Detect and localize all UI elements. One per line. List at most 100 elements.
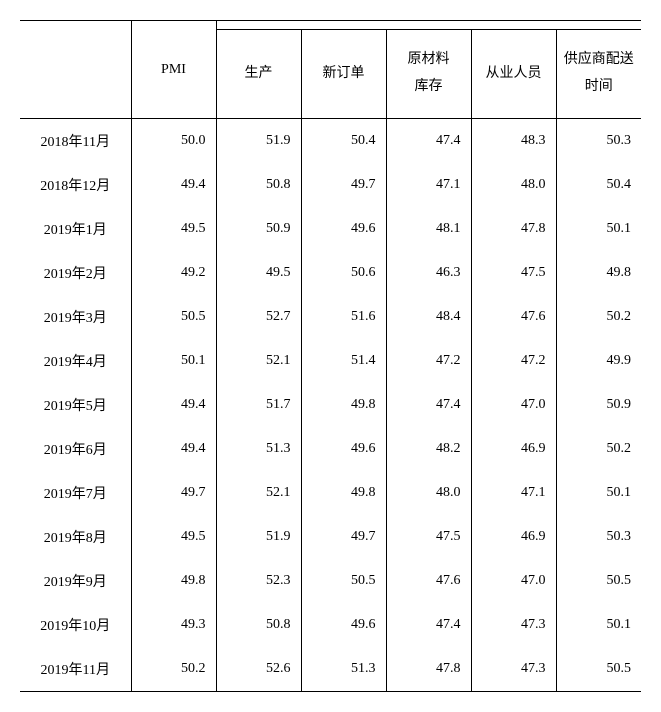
cell-value: 49.7	[131, 471, 216, 515]
cell-value: 50.2	[556, 427, 641, 471]
table-row: 2019年1月49.550.949.648.147.850.1	[20, 207, 641, 251]
cell-period: 2019年2月	[20, 251, 131, 295]
cell-value: 46.3	[386, 251, 471, 295]
cell-value: 49.4	[131, 163, 216, 207]
cell-value: 51.3	[301, 647, 386, 692]
cell-period: 2019年8月	[20, 515, 131, 559]
cell-value: 50.5	[301, 559, 386, 603]
cell-value: 52.1	[216, 471, 301, 515]
cell-value: 49.8	[301, 383, 386, 427]
cell-period: 2019年6月	[20, 427, 131, 471]
col-header-pmi: PMI	[131, 21, 216, 119]
cell-value: 48.0	[471, 163, 556, 207]
cell-value: 51.4	[301, 339, 386, 383]
cell-value: 48.3	[471, 119, 556, 164]
cell-value: 50.2	[131, 647, 216, 692]
cell-value: 47.4	[386, 603, 471, 647]
cell-value: 50.1	[556, 603, 641, 647]
cell-value: 47.8	[386, 647, 471, 692]
table-row: 2019年11月50.252.651.347.847.350.5	[20, 647, 641, 692]
table-row: 2019年2月49.249.550.646.347.549.8	[20, 251, 641, 295]
table-header: PMI 生产 新订单 原材料库存 从业人员 供应商配送时间	[20, 21, 641, 119]
table-row: 2019年8月49.551.949.747.546.950.3	[20, 515, 641, 559]
cell-value: 49.6	[301, 427, 386, 471]
cell-value: 47.4	[386, 383, 471, 427]
cell-value: 50.3	[556, 515, 641, 559]
cell-period: 2019年9月	[20, 559, 131, 603]
cell-value: 50.4	[301, 119, 386, 164]
cell-value: 47.1	[471, 471, 556, 515]
cell-value: 47.0	[471, 383, 556, 427]
col-header-group	[216, 21, 641, 30]
cell-value: 47.0	[471, 559, 556, 603]
cell-value: 48.0	[386, 471, 471, 515]
cell-value: 52.3	[216, 559, 301, 603]
cell-value: 52.7	[216, 295, 301, 339]
cell-period: 2019年10月	[20, 603, 131, 647]
cell-value: 50.8	[216, 603, 301, 647]
cell-value: 50.1	[556, 207, 641, 251]
cell-value: 50.5	[556, 559, 641, 603]
cell-value: 48.2	[386, 427, 471, 471]
cell-value: 47.4	[386, 119, 471, 164]
cell-value: 47.1	[386, 163, 471, 207]
cell-value: 51.9	[216, 119, 301, 164]
cell-value: 47.5	[386, 515, 471, 559]
col-header-delivery: 供应商配送时间	[556, 30, 641, 119]
table-row: 2018年12月49.450.849.747.148.050.4	[20, 163, 641, 207]
col-header-production: 生产	[216, 30, 301, 119]
cell-value: 47.3	[471, 603, 556, 647]
cell-value: 49.5	[131, 515, 216, 559]
cell-period: 2019年1月	[20, 207, 131, 251]
cell-period: 2019年7月	[20, 471, 131, 515]
cell-period: 2018年12月	[20, 163, 131, 207]
cell-value: 51.6	[301, 295, 386, 339]
cell-period: 2019年5月	[20, 383, 131, 427]
cell-value: 49.5	[131, 207, 216, 251]
cell-value: 50.9	[556, 383, 641, 427]
cell-value: 46.9	[471, 515, 556, 559]
col-header-new-orders: 新订单	[301, 30, 386, 119]
table-row: 2019年3月50.552.751.648.447.650.2	[20, 295, 641, 339]
cell-value: 49.8	[556, 251, 641, 295]
cell-value: 50.5	[556, 647, 641, 692]
cell-value: 48.4	[386, 295, 471, 339]
cell-value: 47.6	[386, 559, 471, 603]
cell-value: 49.8	[301, 471, 386, 515]
cell-period: 2019年4月	[20, 339, 131, 383]
cell-value: 50.5	[131, 295, 216, 339]
col-header-raw-material: 原材料库存	[386, 30, 471, 119]
cell-value: 48.1	[386, 207, 471, 251]
table-row: 2019年10月49.350.849.647.447.350.1	[20, 603, 641, 647]
cell-value: 50.8	[216, 163, 301, 207]
table-row: 2019年9月49.852.350.547.647.050.5	[20, 559, 641, 603]
cell-value: 49.7	[301, 163, 386, 207]
cell-value: 50.4	[556, 163, 641, 207]
cell-value: 49.7	[301, 515, 386, 559]
cell-value: 49.9	[556, 339, 641, 383]
cell-value: 50.2	[556, 295, 641, 339]
cell-value: 50.9	[216, 207, 301, 251]
table-row: 2019年7月49.752.149.848.047.150.1	[20, 471, 641, 515]
cell-value: 46.9	[471, 427, 556, 471]
cell-value: 50.3	[556, 119, 641, 164]
cell-value: 50.0	[131, 119, 216, 164]
table-row: 2018年11月50.051.950.447.448.350.3	[20, 119, 641, 164]
cell-value: 51.3	[216, 427, 301, 471]
cell-value: 49.8	[131, 559, 216, 603]
cell-value: 49.3	[131, 603, 216, 647]
cell-value: 47.2	[386, 339, 471, 383]
cell-value: 47.6	[471, 295, 556, 339]
pmi-table: PMI 生产 新订单 原材料库存 从业人员 供应商配送时间 2018年11月50…	[20, 20, 641, 692]
cell-period: 2019年11月	[20, 647, 131, 692]
table-body: 2018年11月50.051.950.447.448.350.32018年12月…	[20, 119, 641, 692]
table-row: 2019年5月49.451.749.847.447.050.9	[20, 383, 641, 427]
cell-value: 49.2	[131, 251, 216, 295]
cell-value: 47.2	[471, 339, 556, 383]
cell-value: 47.8	[471, 207, 556, 251]
cell-value: 49.6	[301, 603, 386, 647]
cell-period: 2018年11月	[20, 119, 131, 164]
cell-value: 50.1	[131, 339, 216, 383]
cell-period: 2019年3月	[20, 295, 131, 339]
table-row: 2019年6月49.451.349.648.246.950.2	[20, 427, 641, 471]
